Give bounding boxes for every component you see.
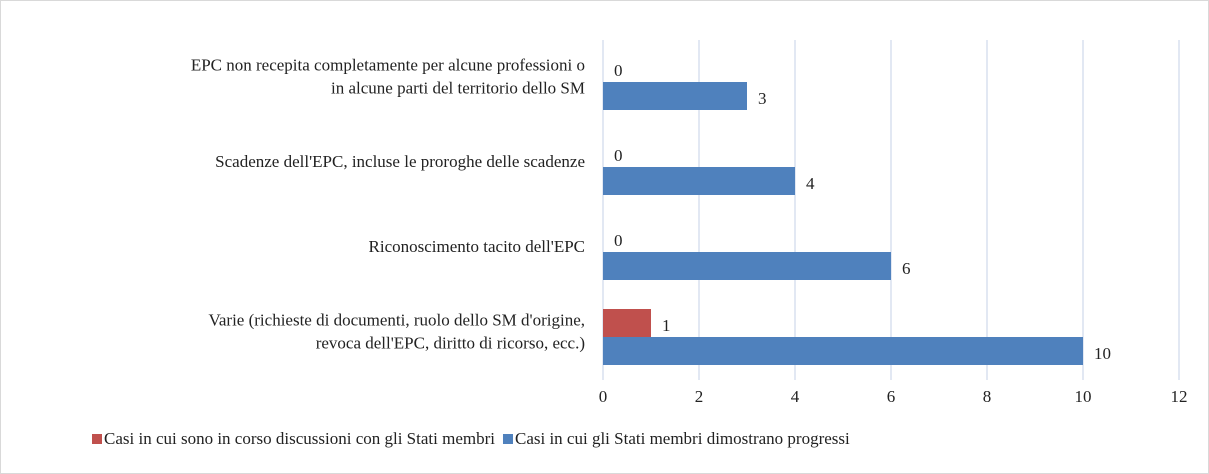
value-label: 10 [1094,344,1111,363]
bar [603,337,1083,365]
x-tick-label: 12 [1171,387,1188,406]
x-tick-label: 8 [983,387,992,406]
bar [603,82,747,110]
bar [603,167,795,195]
x-tick-label: 10 [1075,387,1092,406]
category-label: revoca dell'EPC, diritto di ricorso, ecc… [316,333,585,352]
category-label: Varie (richieste di documenti, ruolo del… [208,310,585,329]
x-tick-label: 2 [695,387,704,406]
value-label: 1 [662,316,671,335]
x-tick-label: 4 [791,387,800,406]
value-label: 0 [614,146,623,165]
value-label: 3 [758,89,767,108]
value-label: 4 [806,174,815,193]
x-tick-label: 0 [599,387,608,406]
legend-swatch [92,434,102,444]
value-label: 0 [614,61,623,80]
category-label: in alcune parti del territorio dello SM [331,78,585,97]
bar [603,252,891,280]
value-label: 6 [902,259,911,278]
category-label: Riconoscimento tacito dell'EPC [369,237,585,256]
legend-label: Casi in cui sono in corso discussioni co… [104,429,495,448]
legend-swatch [502,434,513,444]
x-tick-label: 6 [887,387,896,406]
value-label: 0 [614,231,623,250]
bar [603,309,651,337]
legend-label: Casi in cui gli Stati membri dimostrano … [515,429,850,448]
category-label: Scadenze dell'EPC, incluse le proroghe d… [215,152,585,171]
category-label: EPC non recepita completamente per alcun… [191,55,585,74]
